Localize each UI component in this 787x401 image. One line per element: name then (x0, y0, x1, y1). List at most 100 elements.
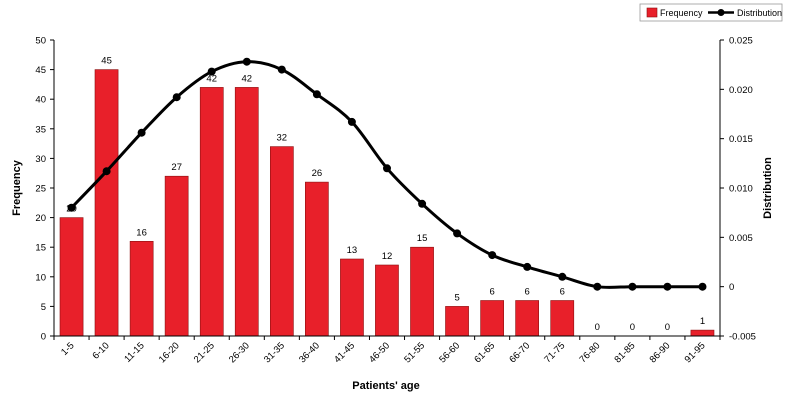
distribution-point-26-30 (242, 57, 251, 66)
data-label-91-95: 1 (700, 316, 705, 327)
data-label-81-85: 0 (630, 322, 635, 333)
x-tick-label-6-10: 6-10 (90, 340, 111, 361)
data-label-76-80: 0 (595, 322, 600, 333)
data-label-71-75: 6 (560, 287, 565, 298)
distribution-point-11-15 (137, 128, 146, 137)
y2-tick-label--0.005: -0.005 (729, 332, 756, 343)
data-label-26-30: 42 (242, 73, 253, 84)
distribution-point-91-95 (698, 282, 707, 291)
x-tick-label-36-40: 36-40 (297, 340, 322, 365)
y2-tick-label-0.010: 0.010 (729, 184, 753, 195)
x-tick-label-21-25: 21-25 (192, 340, 217, 365)
y-tick-label-45: 45 (35, 65, 46, 76)
y-tick-label-25: 25 (35, 184, 46, 195)
data-label-86-90: 0 (665, 322, 670, 333)
data-label-11-15: 16 (136, 227, 147, 238)
distribution-point-21-25 (207, 67, 216, 76)
x-tick-label-46-50: 46-50 (367, 340, 392, 365)
data-label-66-70: 6 (525, 287, 530, 298)
bar-41-45 (340, 258, 364, 337)
x-tick-label-66-70: 66-70 (507, 340, 532, 365)
x-tick-label-71-75: 71-75 (542, 340, 567, 365)
y-tick-label-40: 40 (35, 95, 46, 106)
bar-36-40 (304, 181, 329, 337)
y-tick-label-20: 20 (35, 213, 46, 224)
bar-66-70 (515, 300, 539, 337)
y-tick-label-35: 35 (35, 124, 46, 135)
distribution-point-81-85 (628, 282, 637, 291)
bar-51-55 (410, 246, 434, 337)
distribution-point-86-90 (663, 282, 672, 291)
y2-axis-title: Distribution (762, 157, 774, 219)
bar-16-20 (164, 175, 189, 337)
x-tick-label-86-90: 86-90 (648, 340, 673, 365)
distribution-point-6-10 (102, 167, 111, 176)
bar-56-60 (445, 306, 469, 337)
x-tick-label-31-35: 31-35 (262, 340, 287, 365)
legend-label-distribution: Distribution (737, 8, 782, 18)
bar-1-5 (59, 217, 84, 337)
y2-tick-label-0.015: 0.015 (729, 134, 753, 145)
y-axis-title: Frequency (11, 159, 23, 216)
bar-91-95 (690, 329, 715, 337)
y-tick-label-30: 30 (35, 154, 46, 165)
data-labels-layer: 204516274242322613121556660001 (66, 56, 705, 333)
distribution-point-56-60 (453, 229, 462, 238)
y2-tick-label-0.005: 0.005 (729, 233, 753, 244)
x-tick-label-81-85: 81-85 (613, 340, 638, 365)
y2-tick-label-0.020: 0.020 (729, 85, 753, 96)
data-label-51-55: 15 (417, 233, 428, 244)
distribution-point-41-45 (347, 117, 356, 126)
x-tick-label-61-65: 61-65 (472, 340, 497, 365)
bar-21-25 (199, 87, 224, 337)
data-label-56-60: 5 (454, 292, 459, 303)
distribution-point-1-5 (67, 203, 76, 212)
data-label-16-20: 27 (171, 162, 182, 173)
distribution-point-16-20 (172, 93, 181, 102)
data-label-46-50: 12 (382, 251, 393, 262)
data-label-6-10: 45 (101, 56, 112, 67)
y2-tick-label-0.025: 0.025 (729, 36, 753, 47)
bar-46-50 (375, 264, 399, 337)
x-axis-title: Patients' age (352, 380, 419, 392)
distribution-point-61-65 (488, 251, 497, 260)
data-label-61-65: 6 (490, 287, 495, 298)
bar-6-10 (94, 69, 119, 337)
x-tick-label-16-20: 16-20 (157, 340, 182, 365)
distribution-point-51-55 (418, 199, 427, 208)
x-tick-label-1-5: 1-5 (59, 340, 76, 357)
legend: Frequency Distribution (639, 3, 783, 22)
bar-71-75 (550, 300, 575, 337)
x-tick-label-76-80: 76-80 (577, 340, 602, 365)
x-tick-label-91-95: 91-95 (683, 340, 708, 365)
bars-layer (59, 69, 715, 337)
y2-tick-label-0: 0 (729, 282, 734, 293)
legend-swatch-frequency (646, 7, 658, 18)
distribution-point-46-50 (383, 164, 391, 173)
distribution-point-66-70 (523, 262, 532, 271)
y-tick-label-15: 15 (35, 243, 46, 254)
data-label-41-45: 13 (347, 245, 358, 256)
x-tick-label-51-55: 51-55 (402, 340, 427, 365)
distribution-point-31-35 (277, 65, 286, 74)
distribution-point-76-80 (593, 282, 602, 291)
y-tick-label-50: 50 (35, 36, 46, 47)
legend-marker-distribution (717, 9, 725, 16)
data-label-21-25: 42 (206, 73, 217, 84)
distribution-point-36-40 (312, 90, 321, 99)
data-label-36-40: 26 (312, 168, 323, 179)
y-tick-label-0: 0 (41, 332, 46, 343)
distribution-line-layer (67, 57, 707, 291)
bar-26-30 (234, 87, 259, 337)
y-tick-label-10: 10 (35, 272, 46, 283)
distribution-point-71-75 (558, 272, 567, 281)
bar-11-15 (129, 241, 154, 337)
x-tick-label-41-45: 41-45 (332, 340, 357, 365)
legend-label-frequency: Frequency (660, 8, 703, 18)
data-label-31-35: 32 (277, 133, 288, 144)
x-tick-label-11-15: 11-15 (122, 340, 146, 364)
x-tick-label-56-60: 56-60 (437, 340, 462, 365)
bar-61-65 (480, 300, 505, 337)
